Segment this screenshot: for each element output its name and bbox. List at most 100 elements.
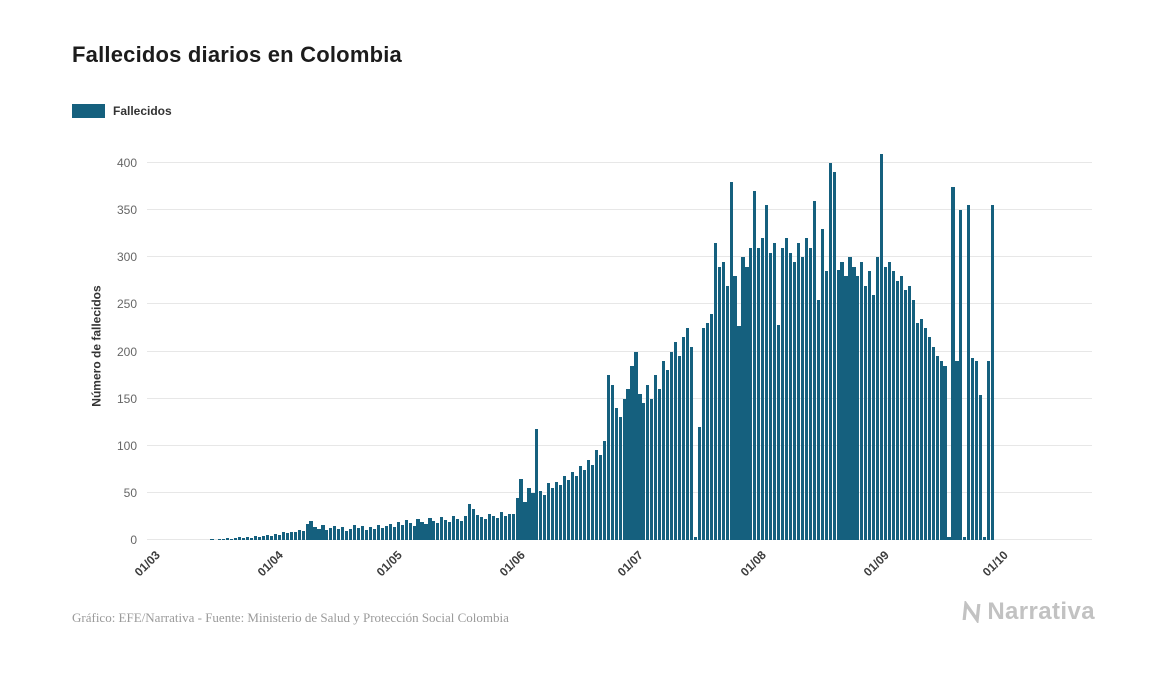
- bar[interactable]: [674, 342, 678, 540]
- bar[interactable]: [903, 290, 908, 540]
- bar[interactable]: [309, 521, 313, 540]
- bar[interactable]: [586, 459, 590, 540]
- bar[interactable]: [666, 370, 670, 540]
- bar[interactable]: [420, 522, 424, 540]
- bar[interactable]: [535, 428, 539, 540]
- bar[interactable]: [876, 257, 880, 540]
- bar[interactable]: [325, 529, 329, 540]
- bar[interactable]: [955, 360, 959, 540]
- bar[interactable]: [539, 491, 543, 540]
- bar[interactable]: [333, 525, 337, 540]
- bar[interactable]: [412, 525, 416, 540]
- bar[interactable]: [416, 519, 420, 540]
- bar[interactable]: [452, 516, 456, 540]
- bar[interactable]: [832, 172, 836, 540]
- bar[interactable]: [448, 522, 452, 540]
- bar[interactable]: [269, 536, 273, 540]
- bar[interactable]: [404, 520, 408, 540]
- bar[interactable]: [368, 526, 373, 540]
- bar[interactable]: [642, 403, 646, 540]
- bar[interactable]: [507, 513, 511, 540]
- bar[interactable]: [341, 526, 345, 540]
- bar[interactable]: [230, 539, 234, 540]
- bar[interactable]: [273, 534, 277, 540]
- bar[interactable]: [257, 537, 262, 540]
- bar[interactable]: [515, 497, 519, 540]
- bar[interactable]: [987, 360, 991, 540]
- bar[interactable]: [685, 327, 690, 540]
- bar[interactable]: [563, 475, 567, 540]
- bar[interactable]: [519, 478, 523, 540]
- bar[interactable]: [935, 356, 939, 540]
- bar[interactable]: [293, 532, 297, 540]
- bar[interactable]: [733, 276, 737, 540]
- bar[interactable]: [618, 417, 622, 540]
- bar[interactable]: [357, 527, 361, 540]
- bar[interactable]: [693, 537, 697, 540]
- bar[interactable]: [364, 529, 369, 540]
- bar[interactable]: [313, 526, 317, 540]
- bar[interactable]: [658, 389, 662, 540]
- bar[interactable]: [547, 483, 551, 540]
- bar[interactable]: [277, 535, 281, 540]
- bar[interactable]: [947, 537, 951, 540]
- bar[interactable]: [250, 538, 254, 540]
- bar[interactable]: [578, 466, 583, 540]
- bar[interactable]: [895, 280, 900, 540]
- bar[interactable]: [285, 533, 289, 540]
- bar[interactable]: [555, 481, 559, 540]
- bar[interactable]: [979, 394, 983, 540]
- bar[interactable]: [527, 488, 531, 540]
- bar[interactable]: [808, 247, 812, 540]
- bar[interactable]: [868, 271, 872, 540]
- bar[interactable]: [424, 523, 428, 540]
- bar[interactable]: [246, 537, 250, 540]
- bar[interactable]: [951, 186, 955, 540]
- bar[interactable]: [848, 257, 852, 540]
- bar[interactable]: [931, 346, 935, 540]
- bar[interactable]: [689, 346, 694, 540]
- bar[interactable]: [939, 360, 943, 540]
- bar[interactable]: [432, 521, 436, 540]
- bar[interactable]: [321, 524, 325, 540]
- bar[interactable]: [880, 153, 884, 540]
- bar[interactable]: [543, 494, 547, 540]
- bar[interactable]: [265, 535, 270, 540]
- bar[interactable]: [769, 252, 773, 540]
- bar[interactable]: [737, 326, 741, 540]
- bar[interactable]: [349, 528, 353, 540]
- bar[interactable]: [943, 365, 947, 540]
- bar[interactable]: [495, 518, 499, 540]
- bar[interactable]: [923, 327, 927, 540]
- bar[interactable]: [784, 238, 789, 540]
- bar[interactable]: [836, 269, 840, 540]
- bar[interactable]: [622, 398, 626, 540]
- bar[interactable]: [559, 485, 563, 540]
- bar[interactable]: [297, 529, 301, 540]
- bar[interactable]: [598, 455, 602, 540]
- bar[interactable]: [741, 257, 745, 540]
- bar[interactable]: [745, 266, 749, 540]
- bar[interactable]: [713, 243, 717, 540]
- bar[interactable]: [907, 285, 911, 540]
- bar[interactable]: [428, 518, 432, 540]
- bar[interactable]: [372, 528, 377, 540]
- bar[interactable]: [677, 356, 682, 540]
- bar[interactable]: [460, 521, 464, 540]
- bar[interactable]: [384, 525, 388, 540]
- bar[interactable]: [844, 276, 848, 540]
- bar[interactable]: [567, 479, 571, 540]
- bar[interactable]: [634, 351, 638, 540]
- bar[interactable]: [840, 261, 844, 540]
- bar[interactable]: [614, 408, 618, 540]
- bar[interactable]: [729, 181, 733, 540]
- bar[interactable]: [765, 205, 769, 540]
- bar[interactable]: [788, 252, 793, 540]
- bar[interactable]: [899, 276, 904, 540]
- bar[interactable]: [963, 537, 967, 540]
- bar[interactable]: [392, 526, 396, 540]
- bar[interactable]: [400, 524, 404, 540]
- bar[interactable]: [479, 517, 484, 540]
- bar[interactable]: [927, 337, 931, 540]
- bar[interactable]: [864, 285, 868, 540]
